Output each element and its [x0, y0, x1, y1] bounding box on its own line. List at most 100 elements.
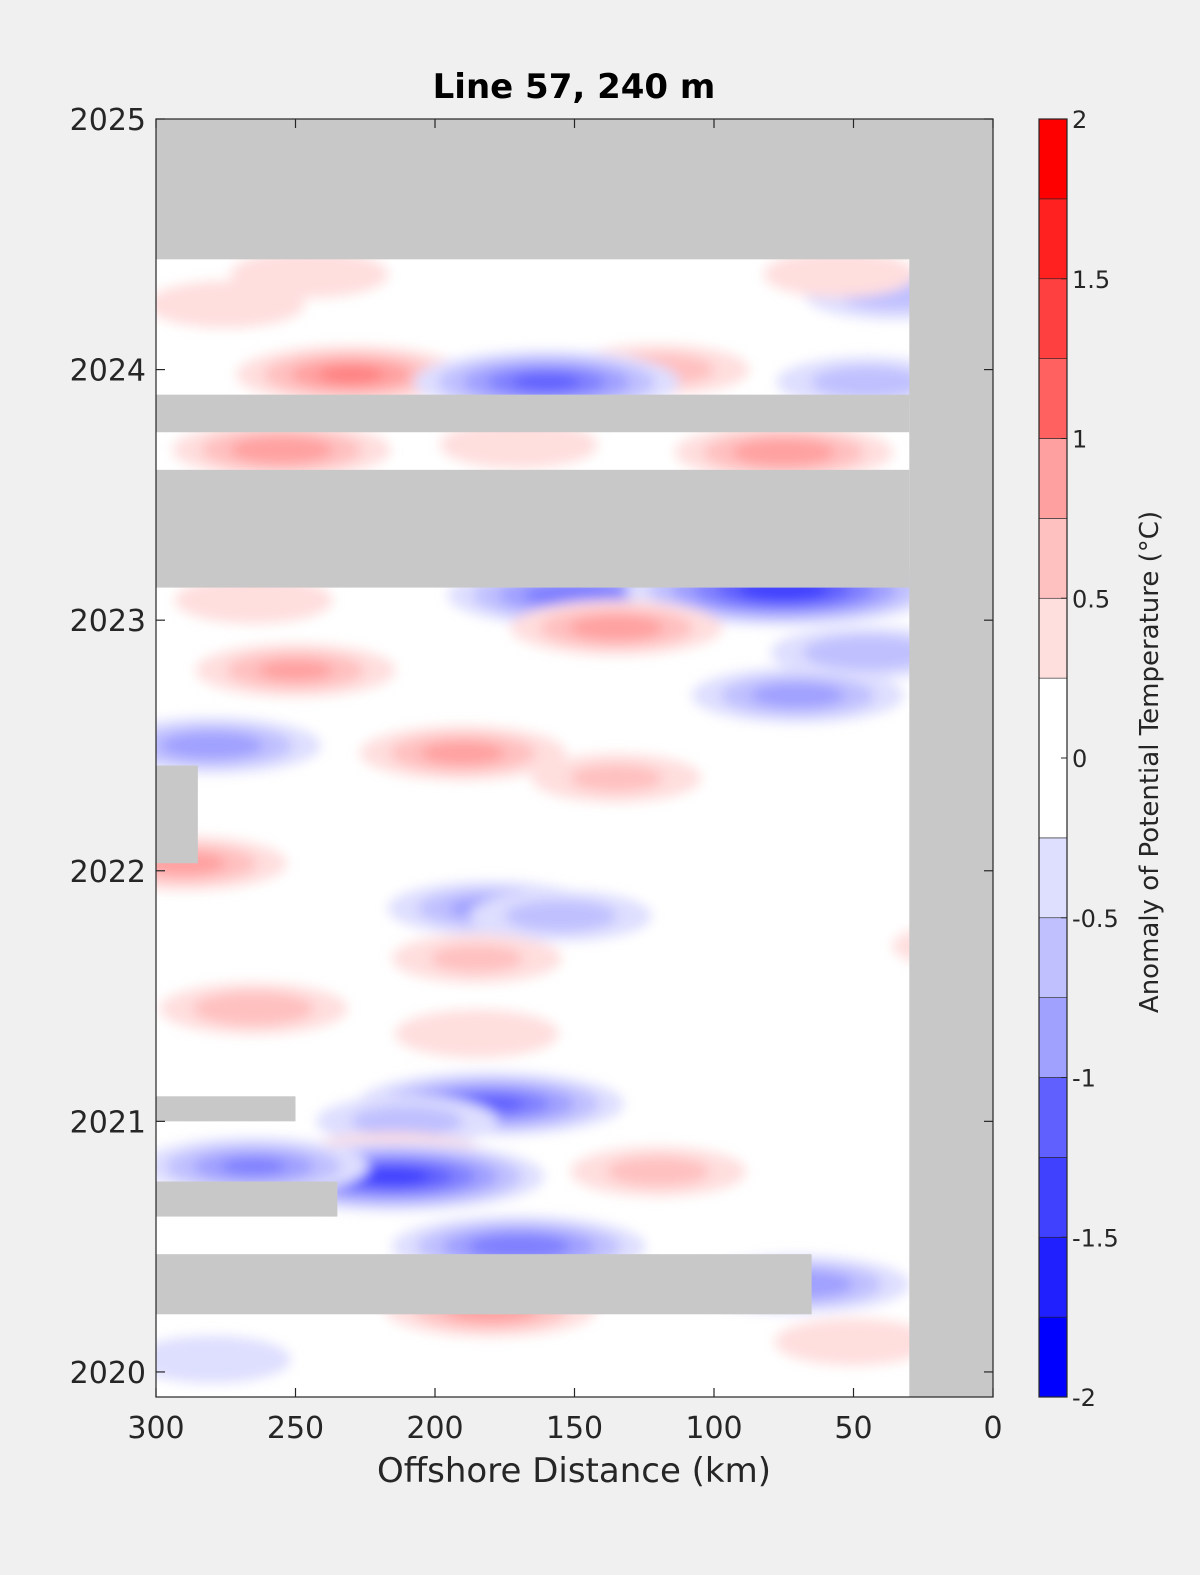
anomaly-contour — [193, 991, 315, 1026]
colorbar-segment — [1038, 997, 1068, 1078]
anomaly-contour — [258, 660, 333, 681]
anomaly-contour — [420, 741, 506, 765]
colorbar-segment — [1038, 438, 1068, 519]
anomaly-contour — [229, 436, 334, 464]
y-tick-label: 2024 — [70, 354, 146, 389]
anomaly-20 — [531, 753, 702, 803]
anomaly-contour — [606, 1156, 710, 1187]
anomaly-18 — [156, 717, 321, 774]
anomaly-contour — [750, 683, 845, 708]
x-tick-label: 300 — [127, 1411, 184, 1446]
anomaly-contour — [802, 635, 933, 671]
anomaly-17 — [691, 667, 904, 724]
no-data-region — [156, 119, 993, 260]
anomaly-7 — [156, 280, 305, 329]
colorbar-segment — [1038, 917, 1068, 998]
colorbar-tick-label: 2 — [1072, 106, 1087, 134]
colorbar-ticks: -2 -1.5 -1 -0.5 0 0.5 1 1.5 2 — [1061, 106, 1119, 1412]
anomaly-contour — [430, 945, 524, 972]
anomaly-15 — [195, 643, 396, 698]
colorbar-segment — [1038, 518, 1068, 599]
x-tick-label: 200 — [406, 1411, 463, 1446]
anomaly-contour — [439, 421, 598, 469]
anomaly-37 — [774, 1318, 933, 1366]
plot-area — [155, 118, 994, 1398]
colorbar-tick-label: 1.5 — [1072, 266, 1110, 294]
anomaly-31 — [570, 1146, 747, 1197]
colorbar-tick-label: 1 — [1072, 426, 1087, 454]
anomaly-23 — [469, 890, 652, 942]
anomaly-25 — [159, 982, 348, 1035]
colorbar-tick-label: -1.5 — [1072, 1224, 1119, 1252]
anomaly-contour — [220, 1158, 287, 1175]
colorbar-segment — [1038, 1316, 1068, 1398]
x-axis-label: Offshore Distance (km) — [377, 1451, 771, 1491]
y-tick-label: 2021 — [70, 1105, 146, 1140]
anomaly-14 — [510, 600, 723, 656]
anomaly-9 — [674, 424, 893, 481]
anomaly-29 — [316, 1095, 499, 1147]
anomaly-19 — [359, 725, 566, 781]
anomaly-6 — [763, 251, 916, 298]
y-tick-label: 2022 — [70, 855, 146, 890]
chart-title: Line 57, 240 m — [433, 67, 716, 107]
anomaly-0 — [236, 345, 467, 404]
anomaly-contour — [156, 280, 305, 329]
anomaly-contour — [732, 438, 836, 466]
no-data-region — [156, 1254, 812, 1315]
no-data-region — [156, 1096, 296, 1122]
x-axis-ticks: 300 250 200 150 100 50 0 — [127, 119, 1003, 1446]
no-data-region — [156, 469, 910, 588]
no-data-region — [156, 1181, 338, 1217]
colorbar — [1038, 118, 1068, 1398]
y-tick-label: 2025 — [70, 103, 146, 138]
anomaly-contour — [156, 1335, 291, 1384]
no-data-region — [156, 765, 198, 864]
anomaly-contour — [569, 615, 664, 640]
anomaly-13 — [174, 576, 333, 624]
anomaly-contour — [504, 900, 617, 932]
colorbar-segment — [1038, 1157, 1068, 1238]
anomaly-38 — [156, 1335, 291, 1384]
y-tick-label: 2023 — [70, 604, 146, 639]
anomaly-contour — [174, 576, 333, 624]
anomaly-contour — [160, 732, 264, 759]
colorbar-label: Anomaly of Potential Temperature (°C) — [1135, 511, 1165, 1013]
colorbar-segment — [1038, 278, 1068, 359]
colorbar-tick-label: 0.5 — [1072, 585, 1110, 613]
anomaly-contour — [811, 366, 924, 398]
no-data-region — [909, 119, 993, 1397]
x-tick-label: 150 — [546, 1411, 603, 1446]
colorbar-tick-label: -2 — [1072, 1384, 1096, 1412]
colorbar-tick-label: -0.5 — [1072, 905, 1119, 933]
colorbar-segment — [1038, 118, 1068, 200]
anomaly-contour — [763, 251, 916, 298]
anomaly-contour — [569, 764, 663, 792]
anomaly-8 — [172, 421, 391, 478]
anomaly-contour — [467, 1234, 570, 1259]
colorbar-tick-label: 0 — [1072, 745, 1087, 773]
anomaly-contour — [394, 1009, 559, 1058]
anomaly-24 — [391, 933, 562, 983]
anomaly-contour — [356, 1168, 430, 1185]
anomaly-contour — [351, 1105, 464, 1137]
no-data-region — [156, 394, 910, 433]
x-tick-label: 100 — [685, 1411, 742, 1446]
y-axis-ticks: 2020 2021 2022 2023 2024 2025 — [70, 103, 993, 1391]
x-tick-label: 250 — [267, 1411, 324, 1446]
colorbar-segment — [1038, 198, 1068, 280]
anomaly-33 — [156, 1137, 369, 1196]
colorbar-segment — [1038, 837, 1068, 919]
anomaly-26 — [394, 1009, 559, 1058]
colorbar-segment — [1038, 597, 1068, 679]
colorbar-segment — [1038, 1077, 1068, 1158]
anomaly-contour — [318, 366, 385, 383]
anomaly-contour — [774, 1318, 933, 1366]
anomaly-contour — [512, 373, 582, 391]
x-tick-label: 0 — [983, 1411, 1002, 1446]
anomaly-10 — [439, 421, 598, 469]
missing-data-mask — [156, 119, 993, 1397]
colorbar-segment — [1038, 358, 1068, 439]
colorbar-tick-label: -1 — [1072, 1065, 1096, 1093]
